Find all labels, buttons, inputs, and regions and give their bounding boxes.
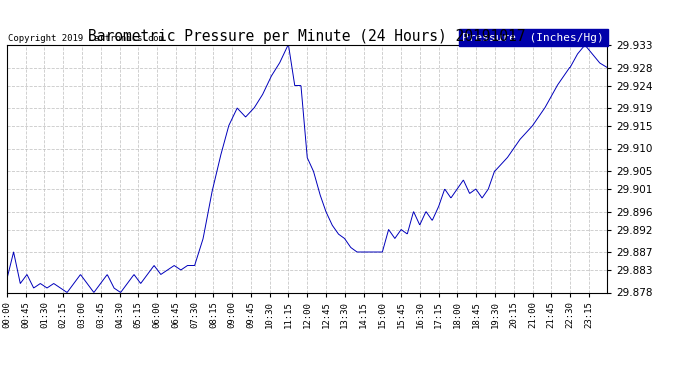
Title: Barometric Pressure per Minute (24 Hours) 20191017: Barometric Pressure per Minute (24 Hours… <box>88 29 526 44</box>
Text: Copyright 2019 Cartronics.com: Copyright 2019 Cartronics.com <box>8 33 164 42</box>
Text: Pressure  (Inches/Hg): Pressure (Inches/Hg) <box>462 33 604 42</box>
